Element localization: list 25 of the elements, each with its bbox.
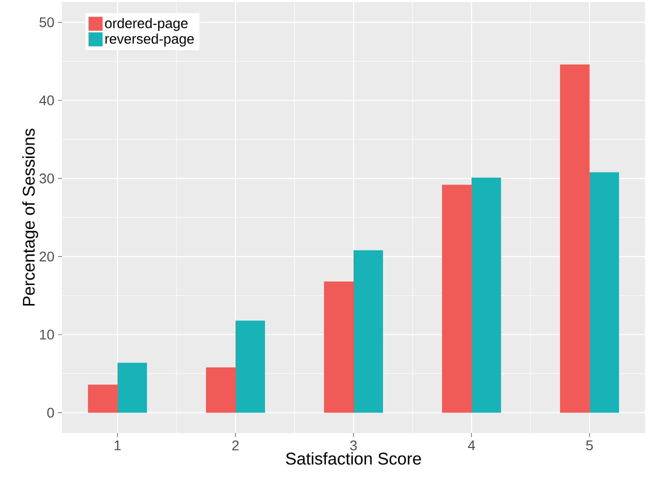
x-tick-label: 5: [586, 440, 593, 450]
bar: [117, 362, 147, 413]
y-tick-label: 20: [40, 252, 54, 262]
bar: [442, 184, 472, 413]
y-tick-label: 40: [39, 95, 54, 106]
y-tick-label: 30: [39, 174, 54, 184]
x-tick-label: 2: [232, 440, 239, 450]
bar: [235, 320, 265, 413]
x-tick-label: 3: [350, 440, 357, 450]
x-axis-title: Satisfaction Score: [286, 452, 421, 465]
x-tick-label: 1: [114, 440, 121, 450]
y-tick-label: 10: [40, 330, 54, 340]
y-axis-title: Percentage of Sessions: [22, 128, 38, 306]
bar: [88, 384, 118, 413]
bar: [590, 172, 620, 413]
y-tick-label: 50: [40, 17, 54, 28]
x-tick-label: 4: [468, 440, 475, 450]
y-tick-label: 0: [47, 408, 54, 418]
bar: [354, 250, 384, 413]
bar: [472, 178, 502, 413]
legend-label: reversed-page: [105, 34, 194, 47]
bar: [560, 64, 590, 413]
bar: [324, 282, 354, 413]
legend-label: ordered-page: [105, 18, 188, 31]
bar: [206, 367, 236, 413]
